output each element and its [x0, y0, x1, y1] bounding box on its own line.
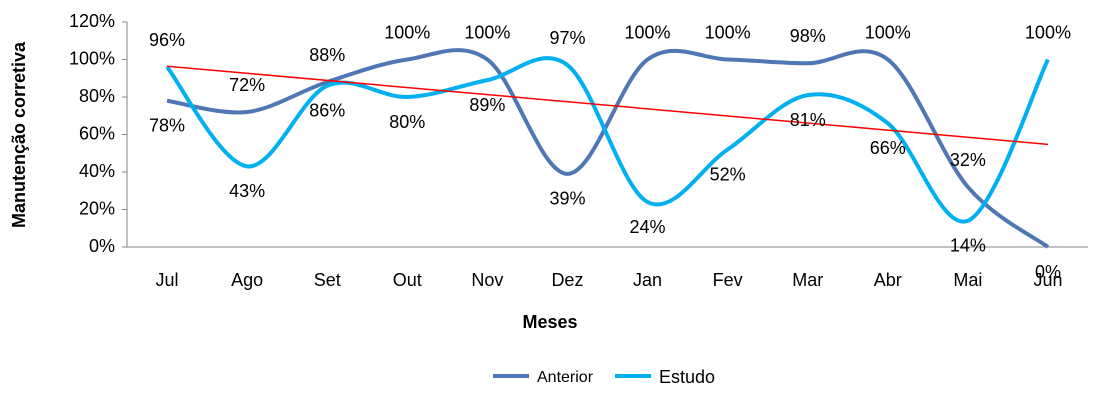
data-label: 100% — [625, 22, 671, 42]
data-label: 78% — [149, 116, 185, 136]
data-label: 72% — [229, 75, 265, 95]
data-label: 100% — [384, 22, 430, 42]
legend-label: Anterior — [537, 369, 594, 386]
data-label: 32% — [950, 150, 986, 170]
data-label: 24% — [630, 217, 666, 237]
series-line — [166, 48, 1050, 249]
y-tick-label: 80% — [79, 86, 115, 106]
x-tick-label: Jun — [1033, 270, 1062, 290]
data-label: 39% — [549, 189, 585, 209]
data-label: 97% — [549, 28, 585, 48]
x-tick-label: Ago — [231, 270, 263, 290]
series-line — [165, 56, 1050, 224]
data-label: 89% — [469, 95, 505, 115]
y-tick-label: 40% — [79, 161, 115, 181]
data-label: 81% — [790, 110, 826, 130]
x-tick-label: Nov — [471, 270, 503, 290]
x-tick-label: Mai — [953, 270, 982, 290]
x-tick-label: Abr — [874, 270, 902, 290]
data-label: 98% — [790, 26, 826, 46]
data-label: 0% — [1035, 262, 1061, 282]
data-label: 100% — [705, 22, 751, 42]
x-tick-label: Jan — [633, 270, 662, 290]
x-tick-label: Set — [314, 270, 341, 290]
y-tick-label: 60% — [79, 123, 115, 143]
data-label: 100% — [464, 22, 510, 42]
data-label: 100% — [865, 22, 911, 42]
y-tick-label: 120% — [69, 11, 115, 31]
x-tick-label: Jul — [156, 270, 179, 290]
x-axis-title: Meses — [522, 312, 577, 332]
data-label: 66% — [870, 138, 906, 158]
data-label: 52% — [710, 164, 746, 184]
data-label: 43% — [229, 181, 265, 201]
data-label: 96% — [149, 30, 185, 50]
x-tick-label: Dez — [551, 270, 583, 290]
trendline — [166, 65, 1049, 146]
data-label: 88% — [309, 45, 345, 65]
legend-label: Estudo — [659, 367, 715, 387]
x-tick-label: Fev — [713, 270, 743, 290]
y-tick-label: 0% — [89, 236, 115, 256]
y-axis-title: Manutenção corretiva — [9, 41, 29, 228]
data-label: 86% — [309, 101, 345, 121]
data-label: 100% — [1025, 22, 1071, 42]
x-tick-label: Mar — [792, 270, 823, 290]
y-tick-label: 20% — [79, 198, 115, 218]
data-label: 14% — [950, 236, 986, 256]
x-tick-label: Out — [393, 270, 422, 290]
y-tick-label: 100% — [69, 48, 115, 68]
data-label: 80% — [389, 112, 425, 132]
